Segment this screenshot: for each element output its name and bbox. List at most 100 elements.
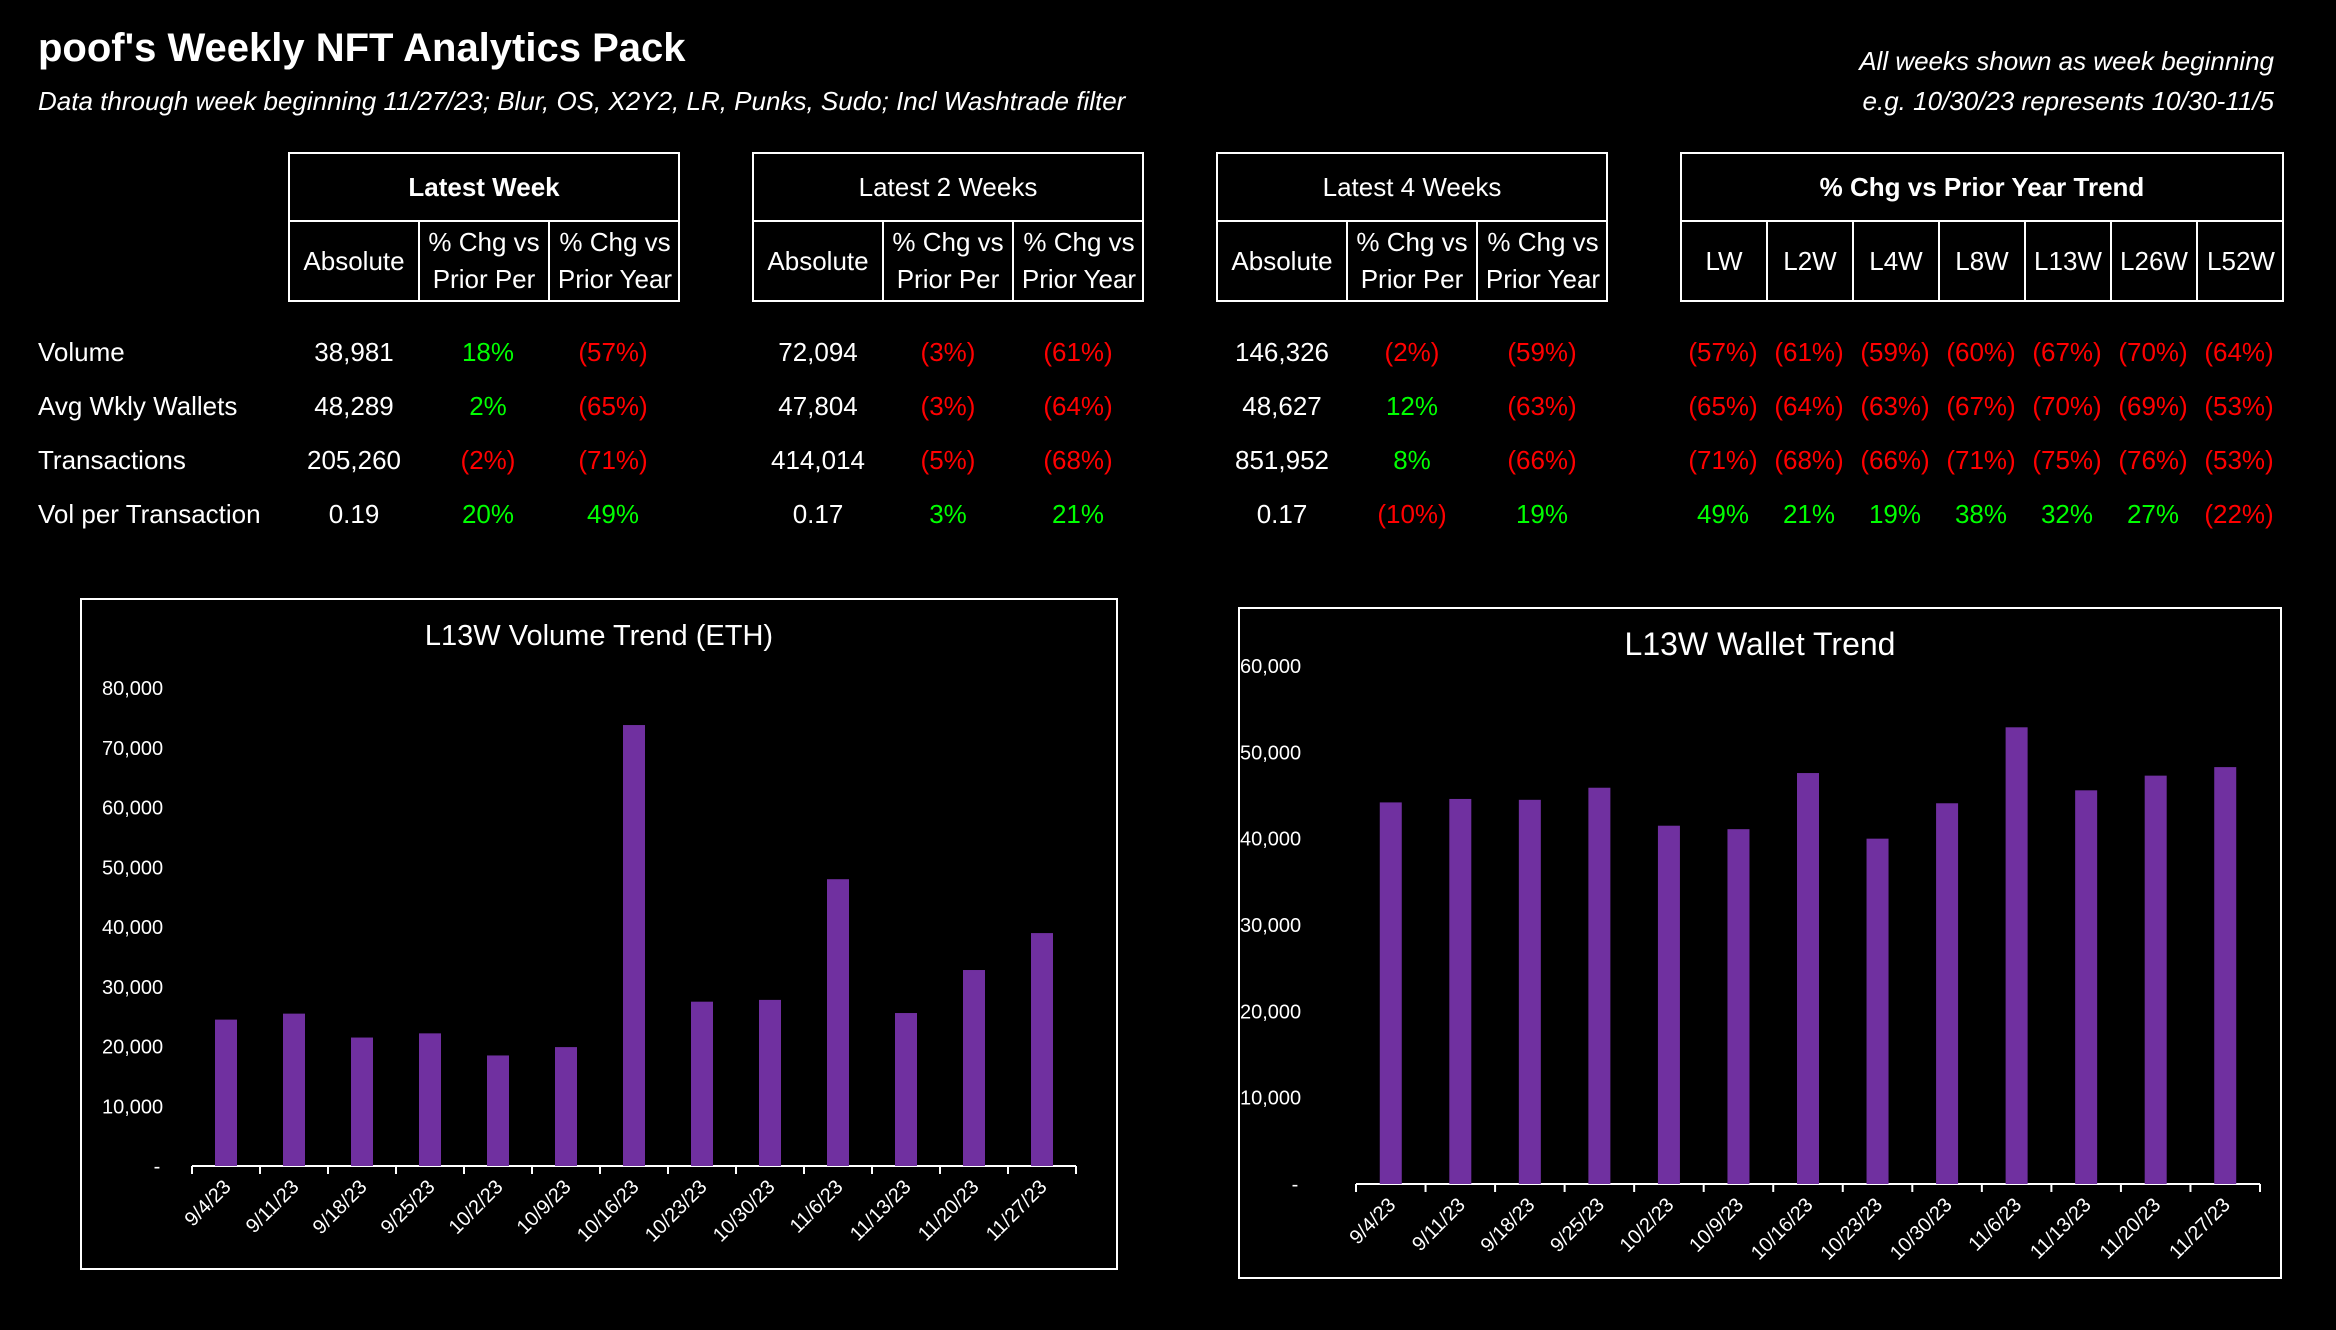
bar [1866,838,1889,1184]
bar [1936,803,1959,1184]
bar [1379,802,1402,1184]
bar [555,1047,577,1166]
y-tick-label: 60,000 [1240,656,1301,678]
group-latest-2-weeks: Latest 2 Weeks Absolute % Chg vs Prior P… [752,152,1144,302]
table-cell: (67%) [2032,337,2102,367]
col-header: % Chg vs Prior Per [420,222,550,300]
table-cell: (69%) [2118,391,2188,421]
table-cell: 146,326 [1235,337,1329,367]
table-cell: (61%) [1043,337,1113,367]
table-cell: (76%) [2118,445,2188,475]
bar [1031,933,1053,1166]
wallet-trend-chart: L13W Wallet Trend - 10,000 20,000 30,000 40,0… [1240,626,2261,1265]
table-cell: 851,952 [1235,445,1329,475]
table-cell: (2%) [460,445,516,475]
x-tick-label: 9/18/23 [1477,1194,1540,1257]
group-title: Latest Week [290,154,678,222]
table-cell: (57%) [1688,337,1758,367]
x-tick-label: 9/4/23 [181,1176,236,1231]
table-cell: 8% [1393,445,1431,475]
table-cell: 49% [1696,499,1750,529]
table-cell: (64%) [1774,391,1844,421]
group-title: Latest 4 Weeks [1218,154,1606,222]
table-cell: 21% [1051,499,1105,529]
y-tick-label: 80,000 [102,678,163,700]
page-subtitle: Data through week beginning 11/27/23; Bl… [38,86,1126,116]
table-cell: 38,981 [314,337,394,367]
col-header: % Chg vs Prior Year [1021,227,1137,294]
x-tick-label: 9/18/23 [309,1176,372,1239]
table-cell: 0.17 [1256,499,1308,529]
table-cell: (59%) [1860,337,1930,367]
col-header: Absolute [754,222,884,300]
y-tick-label: 30,000 [102,977,163,999]
row-label: Transactions [38,445,186,475]
bar [759,999,781,1166]
col-header: % Chg vs Prior Per [884,222,1014,300]
table-cell: (75%) [2032,445,2102,475]
y-tick-label: 60,000 [102,798,163,820]
x-tick-label: 10/2/23 [1616,1194,1679,1257]
x-tick-label: 11/6/23 [1964,1194,2026,1256]
x-tick-label: 11/27/23 [2165,1194,2235,1264]
col-header: % Chg vs Prior Year [1485,227,1601,294]
table-cell: (65%) [578,391,648,421]
week-note-line1: All weeks shown as week beginning [1859,46,2274,76]
table-cell: 20% [461,499,515,529]
row-label: Vol per Transaction [38,499,261,529]
x-tick-label: 9/25/23 [377,1176,440,1239]
table-cell: 12% [1385,391,1439,421]
table-cell: 49% [586,499,640,529]
y-tick-label: 20,000 [1240,1001,1301,1023]
col-header: % Chg vs Prior Per [1348,222,1478,300]
chart-title: L13W Volume Trend (ETH) [425,620,773,652]
table-cell: 38% [1954,499,2008,529]
table-cell: (60%) [1946,337,2016,367]
group-latest-4-weeks: Latest 4 Weeks Absolute % Chg vs Prior P… [1216,152,1608,302]
row-label: Avg Wkly Wallets [38,391,238,421]
table-cell: (67%) [1946,391,2016,421]
col-header: Absolute [290,222,420,300]
table-cell: (10%) [1377,499,1447,529]
table-cell: (61%) [1774,337,1844,367]
x-tick-label: 10/23/23 [641,1176,712,1247]
group-title: Latest 2 Weeks [754,154,1142,222]
table-cell: (66%) [1860,445,1930,475]
table-cell: 48,627 [1242,391,1322,421]
y-tick-label: 10,000 [102,1096,163,1118]
bar [1727,829,1750,1184]
table-cell: (64%) [2204,337,2274,367]
x-tick-label: 11/27/23 [982,1176,1052,1246]
table-cell: 0.19 [328,499,380,529]
bar [215,1019,237,1166]
table-cell: 414,014 [771,445,865,475]
volume-chart-panel: L13W Volume Trend (ETH) - 10,000 20,000 30,0… [80,598,1118,1270]
table-cell: (66%) [1507,445,1577,475]
col-header: % Chg vs Prior Year [557,227,673,294]
table-cell: (70%) [2032,391,2102,421]
x-tick-label: 10/2/23 [445,1176,508,1239]
x-tick-label: 11/13/23 [2026,1194,2096,1264]
table-cell: (71%) [1946,445,2016,475]
table-cell: 0.17 [792,499,844,529]
bar [1657,825,1680,1184]
table-cell: 21% [1782,499,1836,529]
bar [691,1001,713,1166]
col-header: L13W [2026,222,2112,300]
chart-title: L13W Wallet Trend [1625,626,1896,662]
bar [283,1013,305,1166]
x-tick-label: 10/30/23 [1886,1194,1957,1265]
table-cell: (3%) [920,337,976,367]
table-cell: 19% [1868,499,1922,529]
col-header: L2W [1768,222,1854,300]
y-tick-label: 50,000 [1240,742,1301,764]
bar [2075,790,2098,1184]
bar [1518,799,1541,1184]
bar [487,1055,509,1166]
table-cell: 3% [929,499,967,529]
y-tick-label: - [1292,1174,1299,1196]
bar [1588,787,1611,1184]
table-cell: (68%) [1774,445,1844,475]
bar [2005,727,2028,1184]
table-cell: (5%) [920,445,976,475]
